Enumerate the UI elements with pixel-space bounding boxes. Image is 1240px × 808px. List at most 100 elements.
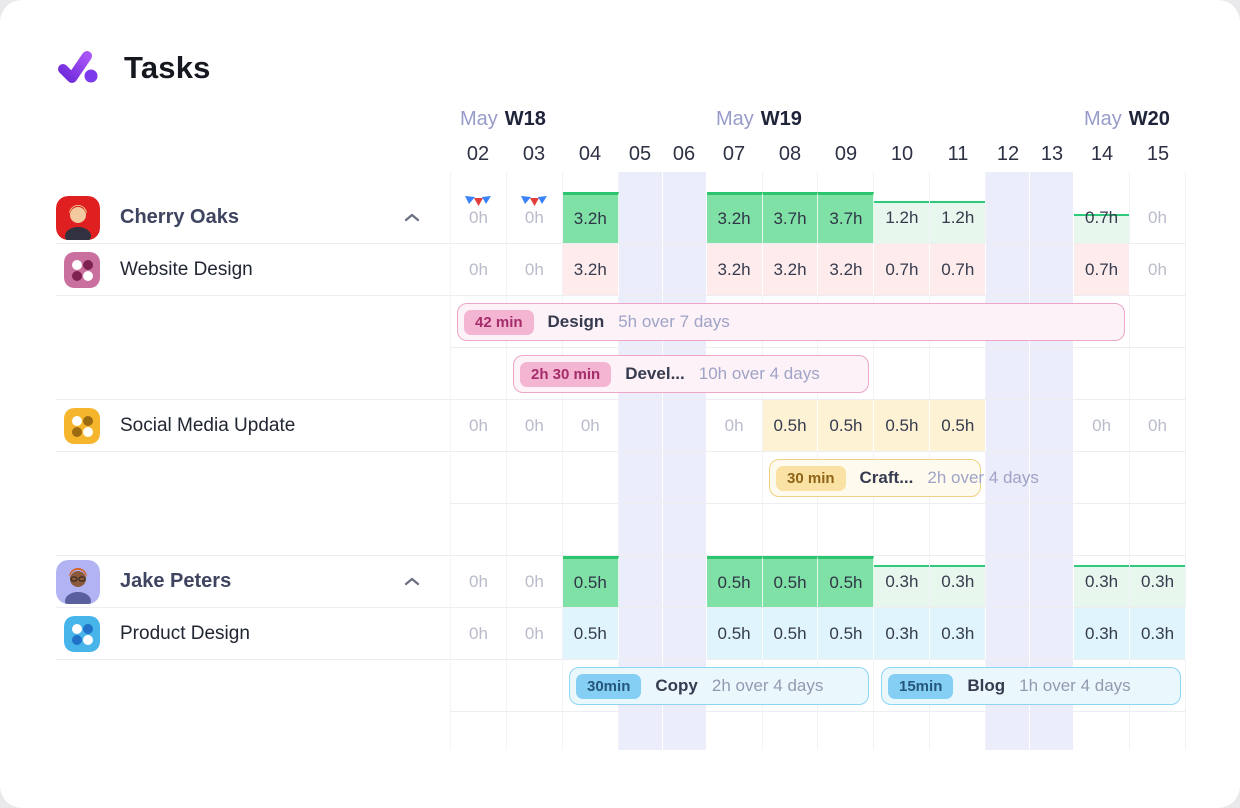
day-header-13: 13	[1040, 142, 1064, 165]
hours-value: 3.2h	[829, 259, 863, 279]
day-cell: 0.3h	[1074, 556, 1131, 607]
timeline-row-tail	[56, 712, 1186, 750]
task-bar-devel[interactable]: 2h 30 min Devel... 10h over 4 days	[513, 355, 869, 393]
weekend-cell	[618, 608, 663, 659]
person-row-jake[interactable]: Jake Peters	[56, 556, 450, 608]
timeline-row-social: Social Media Update 0h 0h 0h 0h 0.5h 0.5h 0.5h 0…	[56, 400, 1186, 452]
empty-left-cell	[56, 348, 450, 400]
day-cell: 0.5h	[818, 556, 875, 607]
capacity-fill	[930, 201, 986, 243]
hours-value: 0.5h	[773, 573, 807, 592]
day-cell: 0.7h	[1074, 244, 1131, 295]
capacity-fill	[874, 201, 930, 243]
day-cell	[1074, 172, 1131, 192]
project-row-product[interactable]: Product Design	[56, 608, 450, 660]
week-number: W20	[1128, 108, 1170, 130]
hours-value: 0h	[1148, 259, 1167, 279]
person-row-cherry[interactable]: Cherry Oaks	[56, 192, 450, 244]
day-cell: 0.3h	[1130, 556, 1186, 607]
day-header-12: 12	[996, 142, 1020, 165]
day-cell	[930, 348, 987, 399]
weekend-cell	[662, 172, 707, 192]
day-cell	[763, 504, 819, 555]
weekend-cell	[662, 452, 707, 503]
day-cell: 0h	[1130, 192, 1186, 243]
capacity-fill	[874, 565, 930, 607]
timeline-row-bar-design: 42 min Design 5h over 7 days	[56, 296, 1186, 348]
day-cell: 0.3h	[874, 608, 931, 659]
milestone-flags-icon	[465, 196, 492, 206]
weekend-cell	[1030, 452, 1075, 503]
day-cell: 3.2h	[562, 244, 619, 295]
weekend-cell	[618, 192, 663, 243]
project-row-social[interactable]: Social Media Update	[56, 400, 450, 452]
day-cell	[874, 712, 931, 750]
day-cell	[930, 452, 987, 503]
day-cell: 3.7h	[762, 192, 819, 243]
hours-value: 0h	[469, 623, 488, 643]
hours-value: 0h	[524, 259, 544, 279]
product-design-icon	[64, 615, 100, 652]
hours-value: 0h	[469, 415, 488, 435]
day-cell: 3.7h	[818, 192, 875, 243]
day-cell: 0.5h	[706, 556, 763, 607]
hours-value: 3.2h	[573, 259, 607, 279]
day-cell: 3.2h	[706, 192, 763, 243]
day-cell: 0h	[451, 400, 507, 451]
weekend-cell	[986, 400, 1031, 451]
week-number: W19	[760, 108, 802, 130]
capacity-fill	[1074, 214, 1130, 243]
task-title: Design	[547, 312, 605, 331]
day-cell	[1074, 504, 1131, 555]
weekend-cell	[986, 192, 1031, 243]
hours-value: 0h	[724, 415, 744, 435]
task-title: Copy	[655, 676, 698, 695]
day-cell	[818, 172, 875, 192]
task-bar-design[interactable]: 42 min Design 5h over 7 days	[457, 303, 1125, 341]
day-cell: 0h	[451, 608, 507, 659]
day-cell: 0.3h	[1074, 608, 1131, 659]
hours-value: 0h	[580, 415, 600, 435]
schedule-grid: May W18 May W19 May W20 02 03 04 05 06 07 08 09 10 11 1…	[56, 104, 1186, 750]
collapse-chevron-icon[interactable]	[404, 213, 420, 222]
day-cell	[818, 348, 875, 399]
month-label: May	[716, 108, 754, 130]
weekend-cell	[986, 712, 1031, 750]
day-cell	[763, 172, 819, 192]
weekend-cell	[1030, 172, 1075, 192]
timeline-row-bar-craft: 30 min Craft... 2h over 4 days	[56, 452, 1186, 504]
day-cell	[874, 504, 931, 555]
hours-value: 0.3h	[885, 571, 919, 591]
day-cell: 0h	[1074, 400, 1131, 451]
weekend-cell	[986, 608, 1031, 659]
day-header-02: 02	[466, 142, 490, 165]
day-header-08: 08	[778, 142, 802, 165]
hours-value: 0.5h	[829, 415, 863, 435]
hours-value: 0.5h	[573, 623, 607, 643]
task-bar-blog[interactable]: 15min Blog 1h over 4 days	[881, 667, 1181, 705]
weekend-cell	[618, 244, 663, 295]
day-cell	[563, 504, 619, 555]
day-cell: 0h	[707, 400, 763, 451]
day-cell	[507, 452, 563, 503]
hours-value: 0.3h	[1140, 571, 1175, 591]
timeline-row-spacer	[56, 504, 1186, 556]
hours-value: 1.2h	[941, 207, 975, 227]
weekend-cell	[618, 400, 663, 451]
task-bar-copy[interactable]: 30min Copy 2h over 4 days	[569, 667, 869, 705]
hours-value: 0.5h	[717, 573, 751, 592]
hours-value: 0.5h	[829, 623, 863, 643]
day-cell	[451, 348, 507, 399]
weekend-cell	[986, 504, 1031, 555]
collapse-chevron-icon[interactable]	[404, 577, 420, 586]
weekend-cell	[1030, 400, 1075, 451]
day-cell	[1130, 660, 1186, 711]
hours-value: 0h	[469, 207, 488, 227]
day-cell	[451, 712, 507, 750]
hours-value: 3.2h	[717, 209, 751, 228]
project-row-website[interactable]: Website Design	[56, 244, 450, 296]
day-cell	[818, 712, 875, 750]
task-bar-craft[interactable]: 30 min Craft... 2h over 4 days	[769, 459, 1039, 497]
weekend-cell	[1030, 556, 1075, 607]
